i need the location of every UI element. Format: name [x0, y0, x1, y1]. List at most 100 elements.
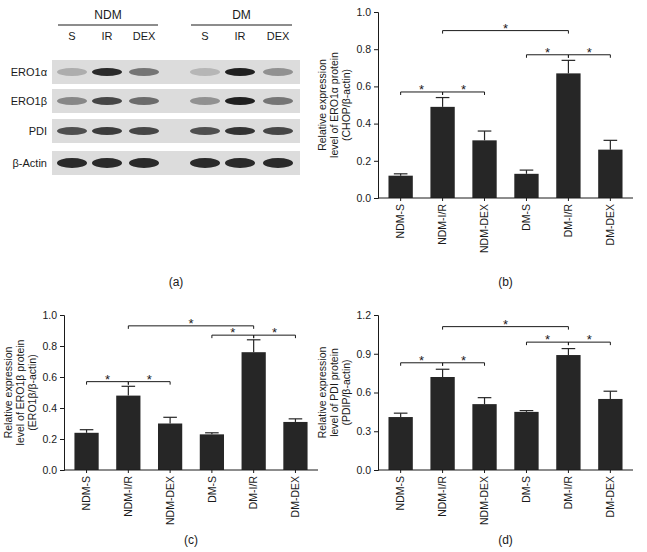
error-stem	[442, 98, 443, 107]
tick-mark	[60, 377, 64, 378]
error-cap	[394, 413, 408, 414]
row-label: PDI	[29, 125, 47, 137]
y-tick: 0.6	[356, 80, 378, 92]
tick-label: NDM-DEX	[164, 476, 176, 525]
axis-line	[374, 316, 379, 471]
y-tick: 0.2	[42, 433, 64, 445]
tick-label: 0.8	[356, 43, 371, 55]
error-bar	[205, 433, 219, 435]
error-stem	[610, 391, 611, 399]
tick-label: 1.0	[356, 6, 371, 18]
blot-band	[57, 158, 87, 168]
y-axis-title: Relative expressionlevel of ERO1α protei…	[316, 52, 352, 158]
panel-label: (c)	[184, 533, 198, 547]
tick-mark	[610, 470, 611, 473]
tick-label: 0.0	[356, 192, 371, 204]
significance-label: *	[545, 332, 550, 347]
y-axis: 0.00.20.40.60.81.0	[42, 309, 64, 476]
y-axis-title-line: level of ERO1β protein	[14, 339, 26, 445]
blot-band	[190, 97, 220, 105]
error-bar	[520, 411, 534, 412]
axis-line	[378, 470, 633, 471]
error-cap	[205, 432, 219, 433]
tick-label: DM-DEX	[289, 476, 301, 517]
blot-band	[57, 127, 87, 135]
tick-label: NDM-DEX	[478, 204, 490, 253]
chart-panel: 0.00.20.40.60.81.0NDM-SNDM-I/RNDM-DEXDM-…	[316, 6, 633, 289]
x-axis: NDM-SNDM-I/RNDM-DEXDM-SDM-I/RDM-DEX	[378, 470, 633, 525]
tick-mark	[568, 470, 569, 473]
x-tick: DM-DEX	[604, 470, 616, 517]
panel-label: (b)	[498, 275, 513, 289]
group-line	[191, 25, 292, 26]
error-stem	[484, 398, 485, 404]
bar	[514, 174, 538, 198]
x-axis: NDM-SNDM-I/RNDM-DEXDM-SDM-I/RDM-DEX	[64, 470, 318, 525]
tick-mark	[374, 86, 378, 87]
bar	[74, 433, 98, 470]
y-tick: 1.0	[42, 309, 64, 321]
error-bar	[122, 386, 136, 395]
x-tick: NDM-I/R	[436, 198, 448, 245]
significance-label: *	[503, 317, 508, 332]
significance-label: *	[272, 325, 277, 340]
blot-band	[225, 158, 255, 168]
error-bar	[562, 349, 576, 355]
tick-label: DM-DEX	[604, 204, 616, 245]
tick-mark	[374, 124, 378, 125]
x-tick: NDM-DEX	[164, 470, 176, 525]
tick-mark	[60, 470, 64, 471]
tick-mark	[374, 161, 378, 162]
x-tick: NDM-DEX	[478, 470, 490, 525]
tick-label: 0.2	[356, 155, 371, 167]
tick-mark	[610, 198, 611, 201]
blot-band	[129, 127, 159, 135]
tick-mark	[128, 470, 129, 473]
y-axis-title: Relative expressionlevel of ERO1β protei…	[2, 339, 38, 445]
tick-label: 0.6	[356, 80, 371, 92]
tick-label: 0.0	[356, 464, 371, 476]
tick-mark	[253, 470, 254, 473]
tick-mark	[374, 354, 378, 355]
tick-mark	[211, 470, 212, 473]
tick-label: DM-I/R	[247, 476, 259, 510]
x-tick: DM-S	[520, 470, 532, 503]
blot-band	[263, 158, 293, 168]
y-axis: 0.00.30.60.91.2	[356, 309, 378, 476]
y-axis: 0.00.20.40.60.81.0	[356, 6, 378, 204]
tick-mark	[170, 470, 171, 473]
significance-label: *	[587, 332, 592, 347]
tick-label: DM-S	[206, 476, 218, 503]
tick-label: DM-I/R	[562, 476, 574, 510]
y-tick: 0.0	[356, 464, 378, 476]
x-tick: NDM-S	[394, 198, 406, 238]
tick-label: DM-S	[520, 476, 532, 503]
y-tick: 1.0	[356, 6, 378, 18]
y-axis-title-line: (CHOP/β-actin)	[340, 69, 352, 141]
blot-band	[263, 97, 293, 105]
error-bar	[520, 170, 534, 174]
blot-band	[190, 158, 220, 168]
tick-label: 0.2	[42, 433, 57, 445]
lane-label: IR	[102, 30, 113, 42]
blot-band	[57, 68, 87, 76]
error-stem	[442, 369, 443, 377]
lane-label: DEX	[133, 30, 156, 42]
bar	[598, 399, 622, 470]
tick-label: DM-I/R	[562, 204, 574, 238]
y-tick: 1.2	[356, 309, 378, 321]
x-tick: NDM-I/R	[436, 470, 448, 517]
blot-strip	[52, 119, 300, 143]
error-cap	[562, 60, 576, 61]
error-cap	[394, 173, 408, 174]
plot-area	[388, 349, 622, 470]
tick-mark	[60, 408, 64, 409]
bar	[598, 150, 622, 198]
significance-label: *	[587, 45, 592, 60]
row-label: ERO1β	[11, 95, 47, 107]
error-bar	[478, 131, 492, 140]
error-bar	[394, 413, 408, 417]
blot-panel: NDMDMSIRDEXSIRDEXERO1αERO1βPDIβ-Actin(a)	[11, 8, 300, 289]
error-stem	[610, 140, 611, 149]
error-cap	[80, 429, 94, 430]
